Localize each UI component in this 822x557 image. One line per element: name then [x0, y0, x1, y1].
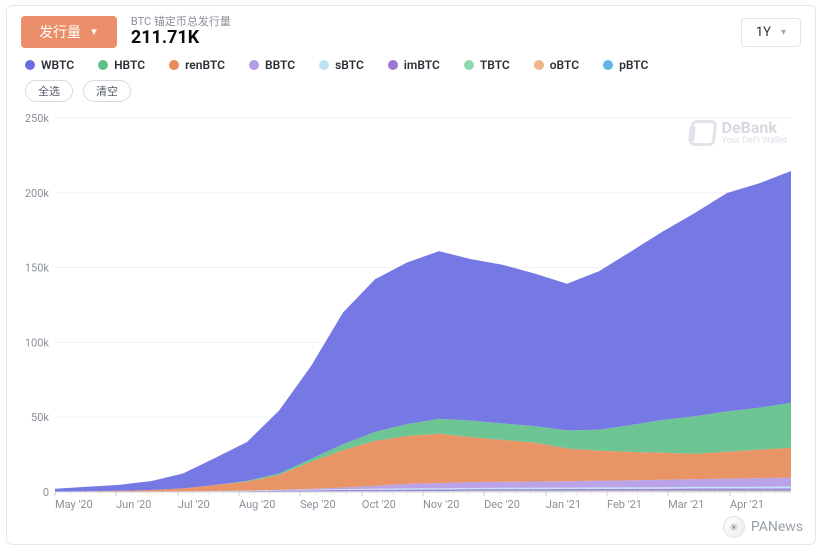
- svg-text:Jun '20: Jun '20: [116, 498, 151, 511]
- legend-swatch-icon: [388, 60, 398, 70]
- legend-swatch-icon: [25, 60, 35, 70]
- svg-text:200k: 200k: [25, 187, 50, 200]
- legend-item-obtc[interactable]: oBTC: [534, 58, 579, 72]
- legend-label: sBTC: [335, 58, 364, 72]
- svg-text:Nov '20: Nov '20: [423, 498, 459, 511]
- svg-text:Sep '20: Sep '20: [300, 498, 336, 511]
- svg-text:Feb '21: Feb '21: [607, 498, 642, 511]
- chart-area: DeBank Your DeFi Wallet 050k100k150k200k…: [15, 112, 801, 520]
- legend-label: oBTC: [550, 58, 579, 72]
- header-row: 发行量 ▼ BTC 锚定币总发行量 211.71K 1Y ▾: [7, 6, 815, 54]
- stacked-area-chart: 0 50k 100k 150k 200k 250k May '20 Jun '20 Jul '2…: [15, 112, 795, 512]
- issuance-dropdown-label: 发行量: [39, 22, 81, 42]
- legend-label: pBTC: [619, 58, 648, 72]
- legend-item-renbtc[interactable]: renBTC: [169, 58, 225, 72]
- chart-value: 211.71K: [131, 28, 231, 48]
- legend-label: renBTC: [185, 58, 225, 72]
- time-range-label: 1Y: [756, 25, 771, 40]
- title-block: BTC 锚定币总发行量 211.71K: [131, 16, 231, 48]
- svg-text:0: 0: [43, 486, 49, 499]
- svg-text:150k: 150k: [25, 262, 50, 275]
- footer-brand-label: PANews: [751, 519, 803, 535]
- svg-text:May '20: May '20: [55, 498, 93, 511]
- legend-label: BBTC: [265, 58, 295, 72]
- svg-text:250k: 250k: [25, 112, 50, 125]
- legend-item-imbtc[interactable]: imBTC: [388, 58, 440, 72]
- legend-swatch-icon: [98, 60, 108, 70]
- legend-label: imBTC: [404, 58, 440, 72]
- legend-label: WBTC: [41, 58, 74, 72]
- svg-text:Jul '20: Jul '20: [178, 498, 210, 511]
- legend-controls: 全选 清空: [7, 76, 815, 104]
- time-range-select[interactable]: 1Y ▾: [741, 18, 801, 47]
- legend-item-hbtc[interactable]: HBTC: [98, 58, 145, 72]
- legend-label: HBTC: [114, 58, 145, 72]
- legend-swatch-icon: [534, 60, 544, 70]
- legend-item-sbtc[interactable]: sBTC: [319, 58, 364, 72]
- legend-swatch-icon: [319, 60, 329, 70]
- chevron-down-icon: ▾: [781, 27, 786, 38]
- clear-button[interactable]: 清空: [83, 80, 131, 102]
- legend-label: TBTC: [480, 58, 510, 72]
- legend-swatch-icon: [249, 60, 259, 70]
- legend-swatch-icon: [603, 60, 613, 70]
- legend-row: WBTC HBTC renBTC BBTC sBTC imBTC TBTC oBTC pBTC: [7, 54, 815, 76]
- svg-text:Mar '21: Mar '21: [668, 498, 704, 511]
- svg-text:Dec '20: Dec '20: [484, 498, 520, 511]
- wechat-icon: ✳: [723, 516, 745, 538]
- issuance-dropdown[interactable]: 发行量 ▼: [21, 16, 117, 48]
- legend-swatch-icon: [464, 60, 474, 70]
- footer-brand: ✳ PANews: [723, 516, 803, 538]
- legend-item-tbtc[interactable]: TBTC: [464, 58, 510, 72]
- svg-text:Aug '20: Aug '20: [239, 498, 275, 511]
- select-all-button[interactable]: 全选: [25, 80, 73, 102]
- legend-swatch-icon: [169, 60, 179, 70]
- legend-item-pbtc[interactable]: pBTC: [603, 58, 648, 72]
- legend-item-wbtc[interactable]: WBTC: [25, 58, 74, 72]
- chart-panel: 发行量 ▼ BTC 锚定币总发行量 211.71K 1Y ▾ WBTC HBTC r…: [6, 5, 816, 545]
- legend-item-bbtc[interactable]: BBTC: [249, 58, 295, 72]
- chevron-down-icon: ▼: [89, 27, 99, 38]
- svg-text:50k: 50k: [31, 411, 49, 424]
- svg-text:100k: 100k: [25, 336, 50, 349]
- svg-text:Apr '21: Apr '21: [730, 498, 764, 511]
- svg-text:Jan '21: Jan '21: [546, 498, 581, 511]
- svg-text:Oct '20: Oct '20: [362, 498, 396, 511]
